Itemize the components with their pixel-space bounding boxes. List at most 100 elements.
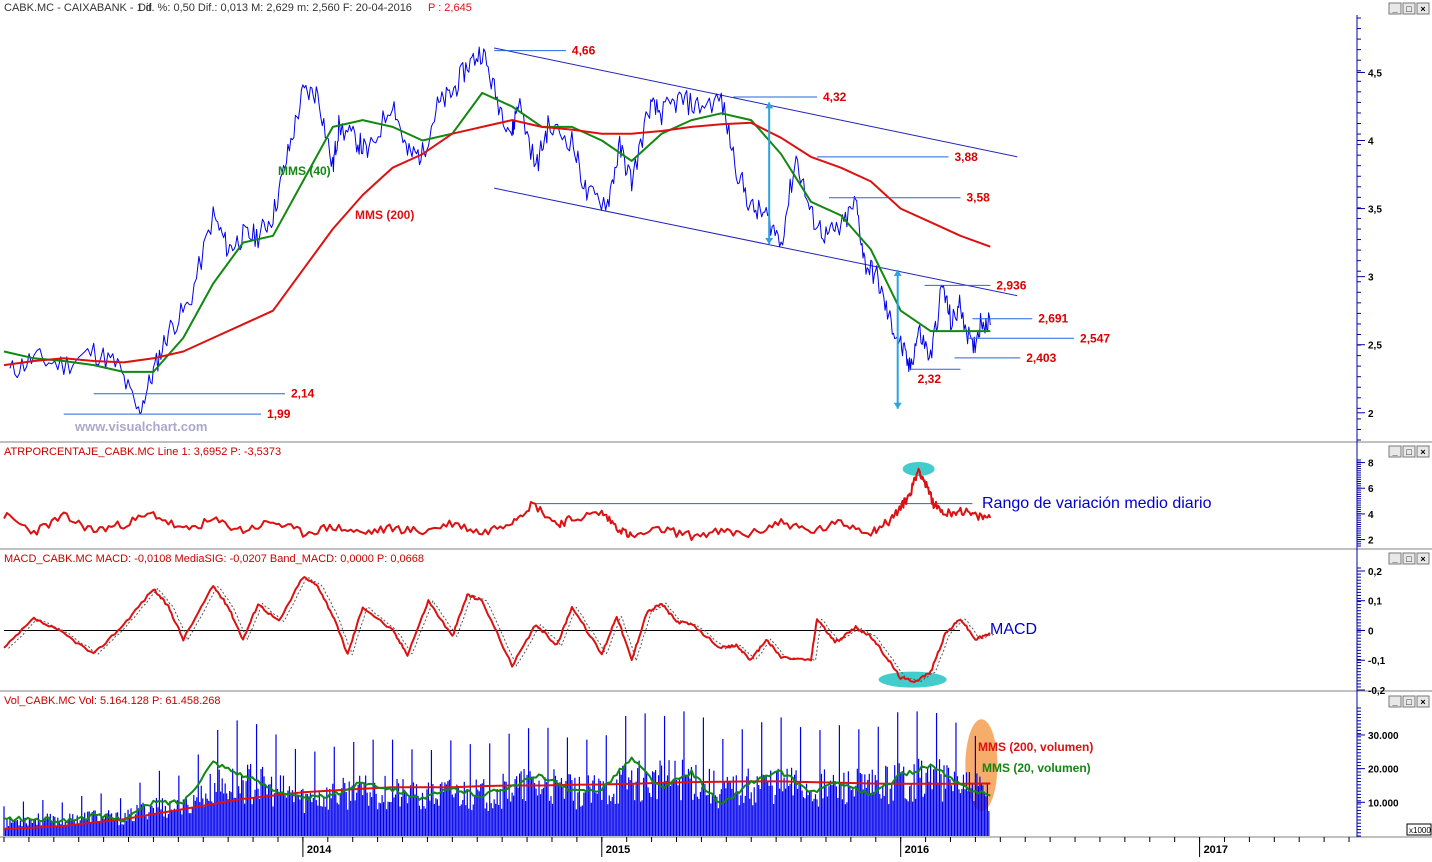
atr-pane bbox=[3, 461, 992, 541]
price-pane-header: CABK.MC - CAIXABANK - 1 d Dif. %: 0,50 D… bbox=[0, 0, 1432, 15]
macd-signal-line bbox=[8, 577, 996, 683]
axis-tick-label-1-0: 8 bbox=[1368, 459, 1374, 470]
mms40-label: MMS (40) bbox=[278, 164, 331, 178]
window-button-frame[interactable] bbox=[1402, 552, 1416, 565]
axis-tick-label-1-1: 6 bbox=[1368, 484, 1374, 495]
window-button-glyph[interactable]: × bbox=[1420, 697, 1425, 707]
volume-unit-frame bbox=[1406, 823, 1432, 836]
window-buttons: _ □ × _ □ × _ □ × _ □ × bbox=[1388, 2, 1430, 708]
window-button-glyph[interactable]: × bbox=[1420, 447, 1425, 457]
axis-tick-label-0-1: 4 bbox=[1368, 137, 1374, 148]
window-button-frame[interactable] bbox=[1416, 695, 1430, 708]
window-button-frame[interactable] bbox=[1416, 445, 1430, 458]
level-label-5: 2,691 bbox=[1038, 312, 1068, 326]
x-axis: 2014 2015 2016 2017 bbox=[3, 837, 1350, 857]
axis-tick-label-0-3: 3 bbox=[1368, 273, 1374, 284]
level-label-4: 2,936 bbox=[996, 278, 1026, 292]
window-button-frame[interactable] bbox=[1402, 695, 1416, 708]
level-label-7: 2,403 bbox=[1026, 351, 1056, 365]
range-arrow-head-bottom bbox=[893, 402, 902, 409]
window-button-glyph[interactable]: □ bbox=[1406, 4, 1412, 14]
level-label-9: 2,14 bbox=[291, 387, 315, 401]
macd-line bbox=[3, 576, 991, 684]
trend-line-1 bbox=[494, 187, 1018, 297]
price-header-last: P : 2,645 bbox=[428, 2, 472, 14]
range-arrow-0 bbox=[765, 102, 774, 244]
level-label-1: 4,32 bbox=[823, 90, 847, 104]
window-button-glyph[interactable]: □ bbox=[1406, 447, 1412, 457]
level-label-0: 4,66 bbox=[572, 44, 596, 58]
axis-tick-label-2-0: 0,2 bbox=[1368, 567, 1382, 578]
window-button-frame[interactable] bbox=[1388, 695, 1402, 708]
window-button-0-2[interactable]: × bbox=[1416, 2, 1430, 15]
window-button-3-2[interactable]: × bbox=[1416, 695, 1430, 708]
window-button-frame[interactable] bbox=[1388, 445, 1402, 458]
axis-tick-label-0-5: 2 bbox=[1368, 409, 1374, 420]
axis-tick-label-2-3: -0,1 bbox=[1368, 656, 1386, 667]
axis-tick-label-3-1: 20.000 bbox=[1368, 765, 1399, 776]
level-label-8: 2,32 bbox=[918, 372, 942, 386]
price-header-stats: Dif. %: 0,50 Dif.: 0,013 M: 2,629 m: 2,5… bbox=[138, 2, 412, 14]
macd-pane bbox=[3, 576, 996, 688]
range-arrow-1 bbox=[893, 269, 902, 409]
range-arrow-head-top bbox=[893, 269, 902, 276]
window-button-glyph[interactable]: _ bbox=[1391, 554, 1398, 564]
window-button-2-2[interactable]: × bbox=[1416, 552, 1430, 565]
window-button-glyph[interactable]: □ bbox=[1406, 697, 1412, 707]
right-axis: 4,5 4 3,5 3 2,5 2 8 6 4 2 0,2 0,1 0 -0,1 -0,2 30.000 20.… bbox=[1356, 15, 1432, 837]
price-series-mms40 bbox=[3, 91, 991, 373]
atr-header: ATRPORCENTAJE_CABK.MC Line 1: 3,6952 P: … bbox=[4, 446, 281, 458]
window-button-1-1[interactable]: □ bbox=[1402, 445, 1416, 458]
level-label-2: 3,88 bbox=[955, 150, 979, 164]
window-button-glyph[interactable]: _ bbox=[1391, 4, 1398, 14]
window-button-frame[interactable] bbox=[1416, 2, 1430, 15]
level-label-10: 1,99 bbox=[267, 407, 291, 421]
window-button-0-0[interactable]: _ bbox=[1388, 2, 1402, 15]
window-button-frame[interactable] bbox=[1402, 445, 1416, 458]
x-tick-label-1: 2015 bbox=[606, 844, 630, 856]
atr-line bbox=[3, 467, 992, 541]
window-button-glyph[interactable]: _ bbox=[1391, 697, 1398, 707]
axis-tick-label-3-0: 30.000 bbox=[1368, 731, 1399, 742]
window-button-glyph[interactable]: □ bbox=[1406, 554, 1412, 564]
volume-pane: MMS (200, volumen) MMS (20, volumen) bbox=[3, 711, 1093, 836]
volume-highlight bbox=[965, 719, 998, 812]
window-button-frame[interactable] bbox=[1416, 552, 1430, 565]
x-tick-label-0: 2014 bbox=[307, 844, 332, 856]
window-button-2-1[interactable]: □ bbox=[1402, 552, 1416, 565]
window-button-2-0[interactable]: _ bbox=[1388, 552, 1402, 565]
macd-trough-highlight bbox=[878, 671, 947, 688]
pane-borders bbox=[0, 441, 1432, 838]
window-button-frame[interactable] bbox=[1388, 2, 1402, 15]
window-button-3-0[interactable]: _ bbox=[1388, 695, 1402, 708]
axis-tick-label-3-2: 10.000 bbox=[1368, 798, 1399, 809]
window-button-glyph[interactable]: _ bbox=[1391, 447, 1398, 457]
axis-tick-label-0-4: 2,5 bbox=[1368, 341, 1382, 352]
trend-line-0 bbox=[494, 47, 1018, 158]
window-button-frame[interactable] bbox=[1388, 552, 1402, 565]
level-label-3: 3,58 bbox=[966, 191, 990, 205]
window-button-0-1[interactable]: □ bbox=[1402, 2, 1416, 15]
range-arrow-head-bottom bbox=[765, 237, 774, 244]
volume-mms40-line bbox=[3, 756, 991, 824]
window-button-glyph[interactable]: × bbox=[1420, 554, 1425, 564]
window-button-1-0[interactable]: _ bbox=[1388, 445, 1402, 458]
volume-mms20-label: MMS (20, volumen) bbox=[982, 761, 1091, 775]
axis-tick-label-2-2: 0 bbox=[1368, 626, 1374, 637]
axis-tick-label-0-2: 3,5 bbox=[1368, 205, 1382, 216]
axis-tick-label-2-1: 0,1 bbox=[1368, 597, 1382, 608]
volume-mms200-label: MMS (200, volumen) bbox=[978, 740, 1093, 754]
window-button-glyph[interactable]: × bbox=[1420, 4, 1425, 14]
axis-tick-label-1-2: 4 bbox=[1368, 510, 1374, 521]
price-series-price bbox=[9, 46, 991, 415]
window-button-3-1[interactable]: □ bbox=[1402, 695, 1416, 708]
price-header-symbol: CABK.MC - CAIXABANK - 1 d bbox=[4, 2, 152, 14]
range-arrow-head-top bbox=[765, 102, 774, 109]
atr-annotation: Rango de variación medio diario bbox=[982, 495, 1212, 512]
window-button-1-2[interactable]: × bbox=[1416, 445, 1430, 458]
x-tick-label-3: 2017 bbox=[1204, 844, 1228, 856]
window-button-frame[interactable] bbox=[1402, 2, 1416, 15]
x-tick-label-2: 2016 bbox=[905, 844, 929, 856]
